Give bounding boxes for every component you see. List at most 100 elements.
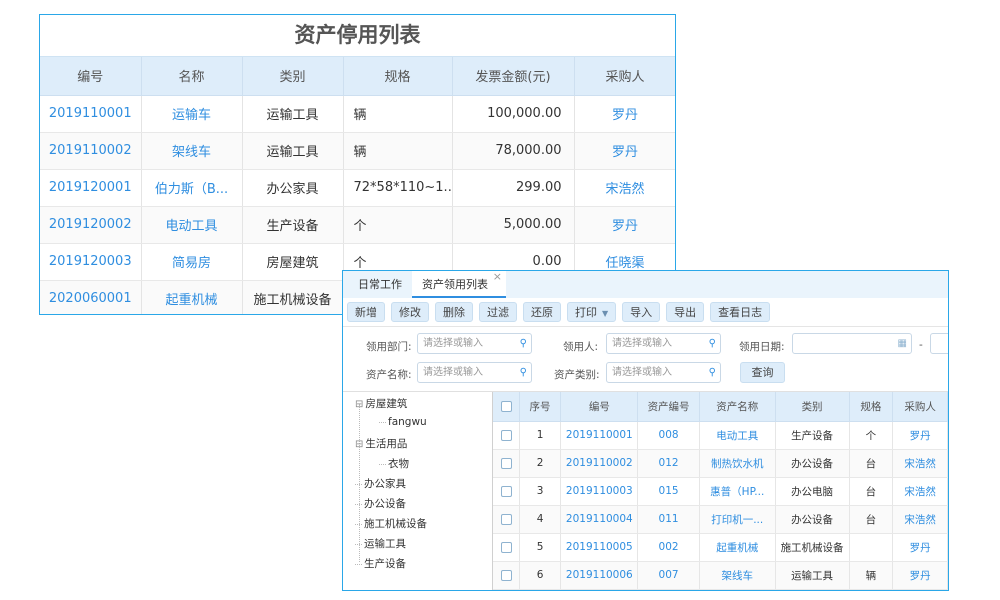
column-header[interactable]: 序号 — [519, 392, 562, 422]
table-cell[interactable]: 电动工具 — [141, 206, 243, 244]
table-row[interactable]: 4 2019110004 011 打印机一... 办公设备台宋浩然 — [493, 505, 948, 534]
column-header[interactable]: 规格 — [343, 57, 453, 96]
table-cell[interactable]: 015 — [637, 477, 700, 506]
search-icon[interactable]: ⚲ — [519, 367, 527, 378]
table-cell[interactable]: 打印机一... — [699, 505, 776, 534]
table-cell[interactable]: 起重机械 — [699, 533, 776, 562]
table-cell[interactable]: 起重机械 — [141, 280, 243, 314]
column-header[interactable]: 规格 — [849, 392, 894, 422]
checkbox-cell[interactable] — [493, 533, 520, 562]
table-cell[interactable]: 制热饮水机 — [699, 449, 776, 478]
toolbar-button[interactable]: 过滤 — [479, 302, 517, 322]
table-cell[interactable]: 罗丹 — [892, 421, 948, 450]
table-cell[interactable]: 2019120001 — [40, 169, 142, 207]
collapse-icon[interactable]: ⊟ — [355, 399, 364, 410]
select-all-checkbox[interactable] — [500, 400, 512, 412]
table-cell[interactable]: 简易房 — [141, 243, 243, 281]
column-header[interactable]: 编号 — [40, 57, 142, 96]
table-cell[interactable]: 宋浩然 — [892, 505, 948, 534]
table-cell[interactable]: 2019110004 — [560, 505, 639, 534]
toolbar-button[interactable]: 删除 — [435, 302, 473, 322]
table-cell[interactable]: 2019120002 — [40, 206, 142, 244]
table-cell[interactable]: 2019110006 — [560, 561, 639, 590]
column-header[interactable]: 名称 — [141, 57, 243, 96]
tab-daily-work[interactable]: 日常工作 — [358, 278, 402, 291]
table-cell[interactable]: 2019110002 — [560, 449, 639, 478]
table-cell[interactable]: 2020060001 — [40, 280, 142, 314]
table-cell[interactable]: 宋浩然 — [892, 477, 948, 506]
row-checkbox[interactable] — [500, 569, 512, 581]
search-icon[interactable]: ⚲ — [708, 367, 716, 378]
search-icon[interactable]: ⚲ — [708, 338, 716, 349]
asset-name-input[interactable]: 请选择或输入 ⚲ — [417, 362, 532, 383]
asset-type-input[interactable]: 请选择或输入 ⚲ — [606, 362, 721, 383]
table-cell[interactable]: 2019120003 — [40, 243, 142, 281]
tree-node[interactable]: ⊟ 生活用品 — [355, 436, 407, 451]
collapse-icon[interactable]: ⊟ — [355, 439, 364, 450]
dept-input[interactable]: 请选择或输入 ⚲ — [417, 333, 532, 354]
table-cell[interactable]: 罗丹 — [892, 533, 948, 562]
tree-node[interactable]: 办公设备 — [355, 496, 406, 511]
column-header[interactable]: 发票金额(元) — [452, 57, 575, 96]
table-cell[interactable]: 架线车 — [141, 132, 243, 170]
column-header[interactable]: 类别 — [242, 57, 344, 96]
checkbox-cell[interactable] — [493, 561, 520, 590]
table-cell[interactable]: 2019110001 — [560, 421, 639, 450]
table-cell[interactable]: 2019110001 — [40, 95, 142, 133]
toolbar-button[interactable]: 新增 — [347, 302, 385, 322]
toolbar-button[interactable]: 导出 — [666, 302, 705, 322]
table-row[interactable]: 1 2019110001 008 电动工具 生产设备个罗丹 — [493, 421, 948, 450]
date-end-input[interactable] — [930, 333, 948, 354]
table-cell[interactable]: 008 — [637, 421, 700, 450]
toolbar-button[interactable]: 查看日志 — [710, 302, 771, 322]
column-header[interactable]: 类别 — [775, 392, 850, 422]
user-input[interactable]: 请选择或输入 ⚲ — [606, 333, 721, 354]
row-checkbox[interactable] — [500, 541, 512, 553]
toolbar-button[interactable]: 修改 — [391, 302, 429, 322]
tree-node[interactable]: 运输工具 — [355, 536, 406, 551]
table-cell[interactable]: 运输车 — [141, 95, 243, 133]
table-cell[interactable]: 012 — [637, 449, 700, 478]
toolbar-button[interactable]: 导入 — [622, 302, 661, 322]
checkbox-cell[interactable] — [493, 421, 520, 450]
toolbar-button[interactable]: 还原 — [523, 302, 561, 322]
checkbox-cell[interactable] — [493, 449, 520, 478]
table-cell[interactable]: 惠普（HP... — [699, 477, 776, 506]
tab-asset-requisition[interactable]: 资产领用列表 × — [412, 271, 506, 298]
select-all-checkbox-cell[interactable] — [493, 392, 520, 422]
table-row[interactable]: 2 2019110002 012 制热饮水机 办公设备台宋浩然 — [493, 449, 948, 478]
table-row[interactable]: 6 2019110006 007 架线车 运输工具辆罗丹 — [493, 561, 948, 590]
table-cell[interactable]: 伯力斯（B... — [141, 169, 243, 207]
table-row[interactable]: 2019120001 伯力斯（B... 办公家具 72*58*110~1... 299.… — [40, 169, 675, 207]
row-checkbox[interactable] — [500, 457, 512, 469]
column-header[interactable]: 采购人 — [574, 57, 675, 96]
calendar-icon[interactable]: ▦ — [897, 338, 907, 349]
toolbar-button[interactable]: 打印 ▼ — [567, 302, 617, 322]
close-icon[interactable]: × — [492, 270, 502, 283]
tree-node[interactable]: 生产设备 — [355, 556, 406, 571]
checkbox-cell[interactable] — [493, 477, 520, 506]
column-header[interactable]: 资产名称 — [699, 392, 776, 422]
query-button[interactable]: 查询 — [740, 362, 785, 383]
column-header[interactable]: 采购人 — [892, 392, 948, 422]
row-checkbox[interactable] — [500, 485, 512, 497]
table-cell[interactable]: 电动工具 — [699, 421, 776, 450]
column-header[interactable]: 资产编号 — [637, 392, 700, 422]
table-cell[interactable]: 011 — [637, 505, 700, 534]
table-row[interactable]: 3 2019110003 015 惠普（HP... 办公电脑台宋浩然 — [493, 477, 948, 506]
row-checkbox[interactable] — [500, 429, 512, 441]
column-header[interactable]: 编号 — [560, 392, 639, 422]
table-cell[interactable]: 007 — [637, 561, 700, 590]
table-row[interactable]: 2019110001 运输车 运输工具辆 100,000.00 罗丹 — [40, 95, 675, 133]
tree-node[interactable]: 办公家具 — [355, 476, 406, 491]
table-cell[interactable]: 2019110003 — [560, 477, 639, 506]
table-cell[interactable]: 002 — [637, 533, 700, 562]
tree-node[interactable]: fangwu — [379, 416, 427, 428]
table-cell[interactable]: 2019110002 — [40, 132, 142, 170]
table-cell[interactable]: 架线车 — [699, 561, 776, 590]
tree-node[interactable]: 施工机械设备 — [355, 516, 427, 531]
date-start-input[interactable]: ▦ — [792, 333, 912, 354]
search-icon[interactable]: ⚲ — [519, 338, 527, 349]
tree-node[interactable]: ⊟ 房屋建筑 — [355, 396, 407, 411]
table-row[interactable]: 2019120002 电动工具 生产设备个 5,000.00 罗丹 — [40, 206, 675, 244]
